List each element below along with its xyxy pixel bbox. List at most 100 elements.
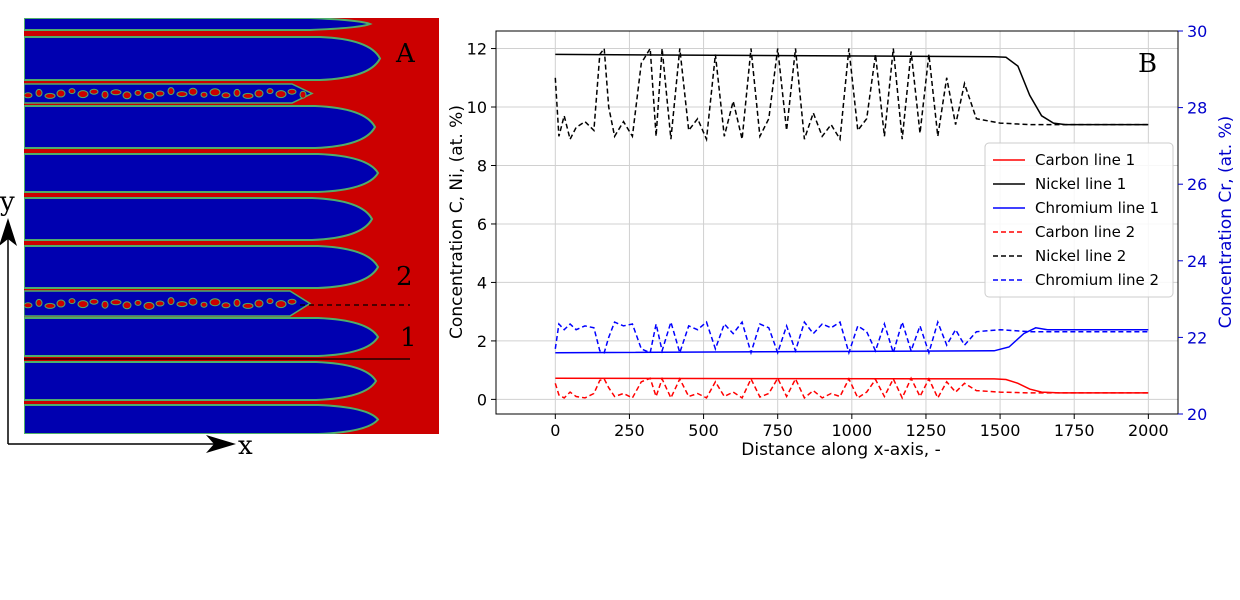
precipitate [167, 87, 175, 96]
y2-tick-label: 28 [1187, 99, 1207, 118]
precipitate [122, 301, 132, 310]
matrix-finger [24, 36, 382, 81]
x-tick-label: 1500 [980, 421, 1021, 440]
precipitate [101, 90, 109, 99]
matrix-finger [24, 105, 377, 149]
y2-axis-title: Concentration Cr, (at. %) [1216, 116, 1236, 329]
legend-entry: Carbon line 1 [1035, 151, 1135, 169]
precipitate [200, 301, 208, 308]
precipitate [209, 88, 221, 97]
precipitate [134, 299, 142, 306]
concentration-chart: 0 250 500 750 1000 1250 1500 1750 2000 024681012… [447, 22, 1236, 460]
precipitate [35, 298, 43, 307]
precipitate [24, 302, 33, 309]
series-group [554, 46, 1149, 400]
series-line-nickel-line-2 [554, 46, 1149, 143]
y2-tick-label: 26 [1187, 175, 1207, 194]
y-tick-label: 12 [467, 40, 487, 59]
precipitate [266, 88, 274, 95]
x-tick-label: 500 [688, 421, 719, 440]
precipitate [188, 87, 198, 96]
series-line-chromium-line-1 [555, 327, 1149, 354]
series-line-nickel-line-1 [555, 53, 1149, 126]
y-tick-label: 6 [477, 215, 487, 234]
panel-a-letter: A [395, 39, 416, 69]
matrix-finger [24, 245, 380, 289]
precipitate [101, 300, 109, 309]
precipitate [266, 298, 274, 305]
precipitate [233, 298, 241, 307]
precipitate [275, 300, 287, 309]
precipitate [188, 297, 198, 306]
y2-tick-label: 20 [1187, 405, 1207, 424]
precipitate [200, 91, 208, 98]
precipitate [221, 302, 231, 309]
precipitate [134, 89, 142, 96]
precipitate [44, 92, 56, 99]
legend-entry: Nickel line 2 [1035, 247, 1126, 265]
matrix-finger [24, 153, 380, 193]
x-tick-label: 0 [550, 421, 560, 440]
precipitate [155, 300, 165, 307]
precipitate [44, 302, 56, 309]
matrix-finger [24, 361, 378, 401]
precipitate [254, 299, 264, 308]
line-1-label: 1 [400, 323, 417, 353]
legend-box [984, 142, 1174, 298]
x-tick-label: 2000 [1128, 421, 1169, 440]
x-ticks: 0 250 500 750 1000 1250 1500 1750 2000 [550, 414, 1169, 440]
precipitate [77, 300, 89, 309]
precipitate [24, 92, 33, 99]
precipitate [68, 88, 76, 95]
y-tick-label: 8 [477, 156, 487, 175]
series-line-carbon-line-2 [554, 376, 1149, 400]
precipitate [89, 298, 99, 305]
x-tick-label: 750 [762, 421, 793, 440]
precipitate [89, 88, 99, 95]
precipitate [299, 90, 307, 99]
coordinate-axes: x y [0, 187, 253, 461]
matrix-finger [24, 317, 380, 357]
legend: Carbon line 1 Nickel line 1 Chromium line … [984, 142, 1174, 298]
precipitate [287, 298, 297, 305]
y-axis-label: y [0, 187, 15, 217]
x-tick-label: 1250 [906, 421, 947, 440]
precipitate [56, 89, 66, 98]
precipitate [122, 91, 132, 100]
y-tick-label: 2 [477, 332, 487, 351]
precipitate [68, 298, 76, 305]
y-tick-label: 10 [467, 98, 487, 117]
precipitate [209, 298, 221, 307]
precipitate [176, 301, 188, 308]
x-axis-title: Distance along x-axis, - [741, 440, 940, 460]
legend-entry: Chromium line 2 [1035, 271, 1159, 289]
legend-entry: Carbon line 2 [1035, 223, 1135, 241]
panel-b-letter: B [1138, 49, 1157, 79]
matrix-finger [24, 404, 380, 434]
precipitate [167, 297, 175, 306]
legend-entry: Nickel line 1 [1035, 175, 1126, 193]
precipitate [176, 91, 188, 98]
precipitate [35, 88, 43, 97]
y-tick-label: 4 [477, 273, 487, 292]
y2-ticks: 20 22 24 26 28 30 [1178, 22, 1207, 424]
x-tick-label: 1000 [831, 421, 872, 440]
precipitate [254, 89, 264, 98]
precipitate [221, 92, 231, 99]
y2-tick-label: 24 [1187, 252, 1207, 271]
plot-frame [495, 30, 1179, 415]
grid [496, 31, 1178, 414]
x-tick-label: 250 [614, 421, 645, 440]
matrix-finger [24, 18, 373, 31]
precipitate [242, 302, 254, 309]
y-ticks: 0 2 4 6 8 10 12 [467, 40, 496, 409]
precipitate [56, 299, 66, 308]
precipitate [143, 301, 155, 310]
x-tick-label: 1750 [1054, 421, 1095, 440]
matrix-fingers [24, 18, 382, 434]
precipitate [242, 92, 254, 99]
y-tick-label: 0 [477, 390, 487, 409]
x-axis-label: x [238, 431, 253, 461]
series-line-chromium-line-2 [554, 319, 1149, 356]
